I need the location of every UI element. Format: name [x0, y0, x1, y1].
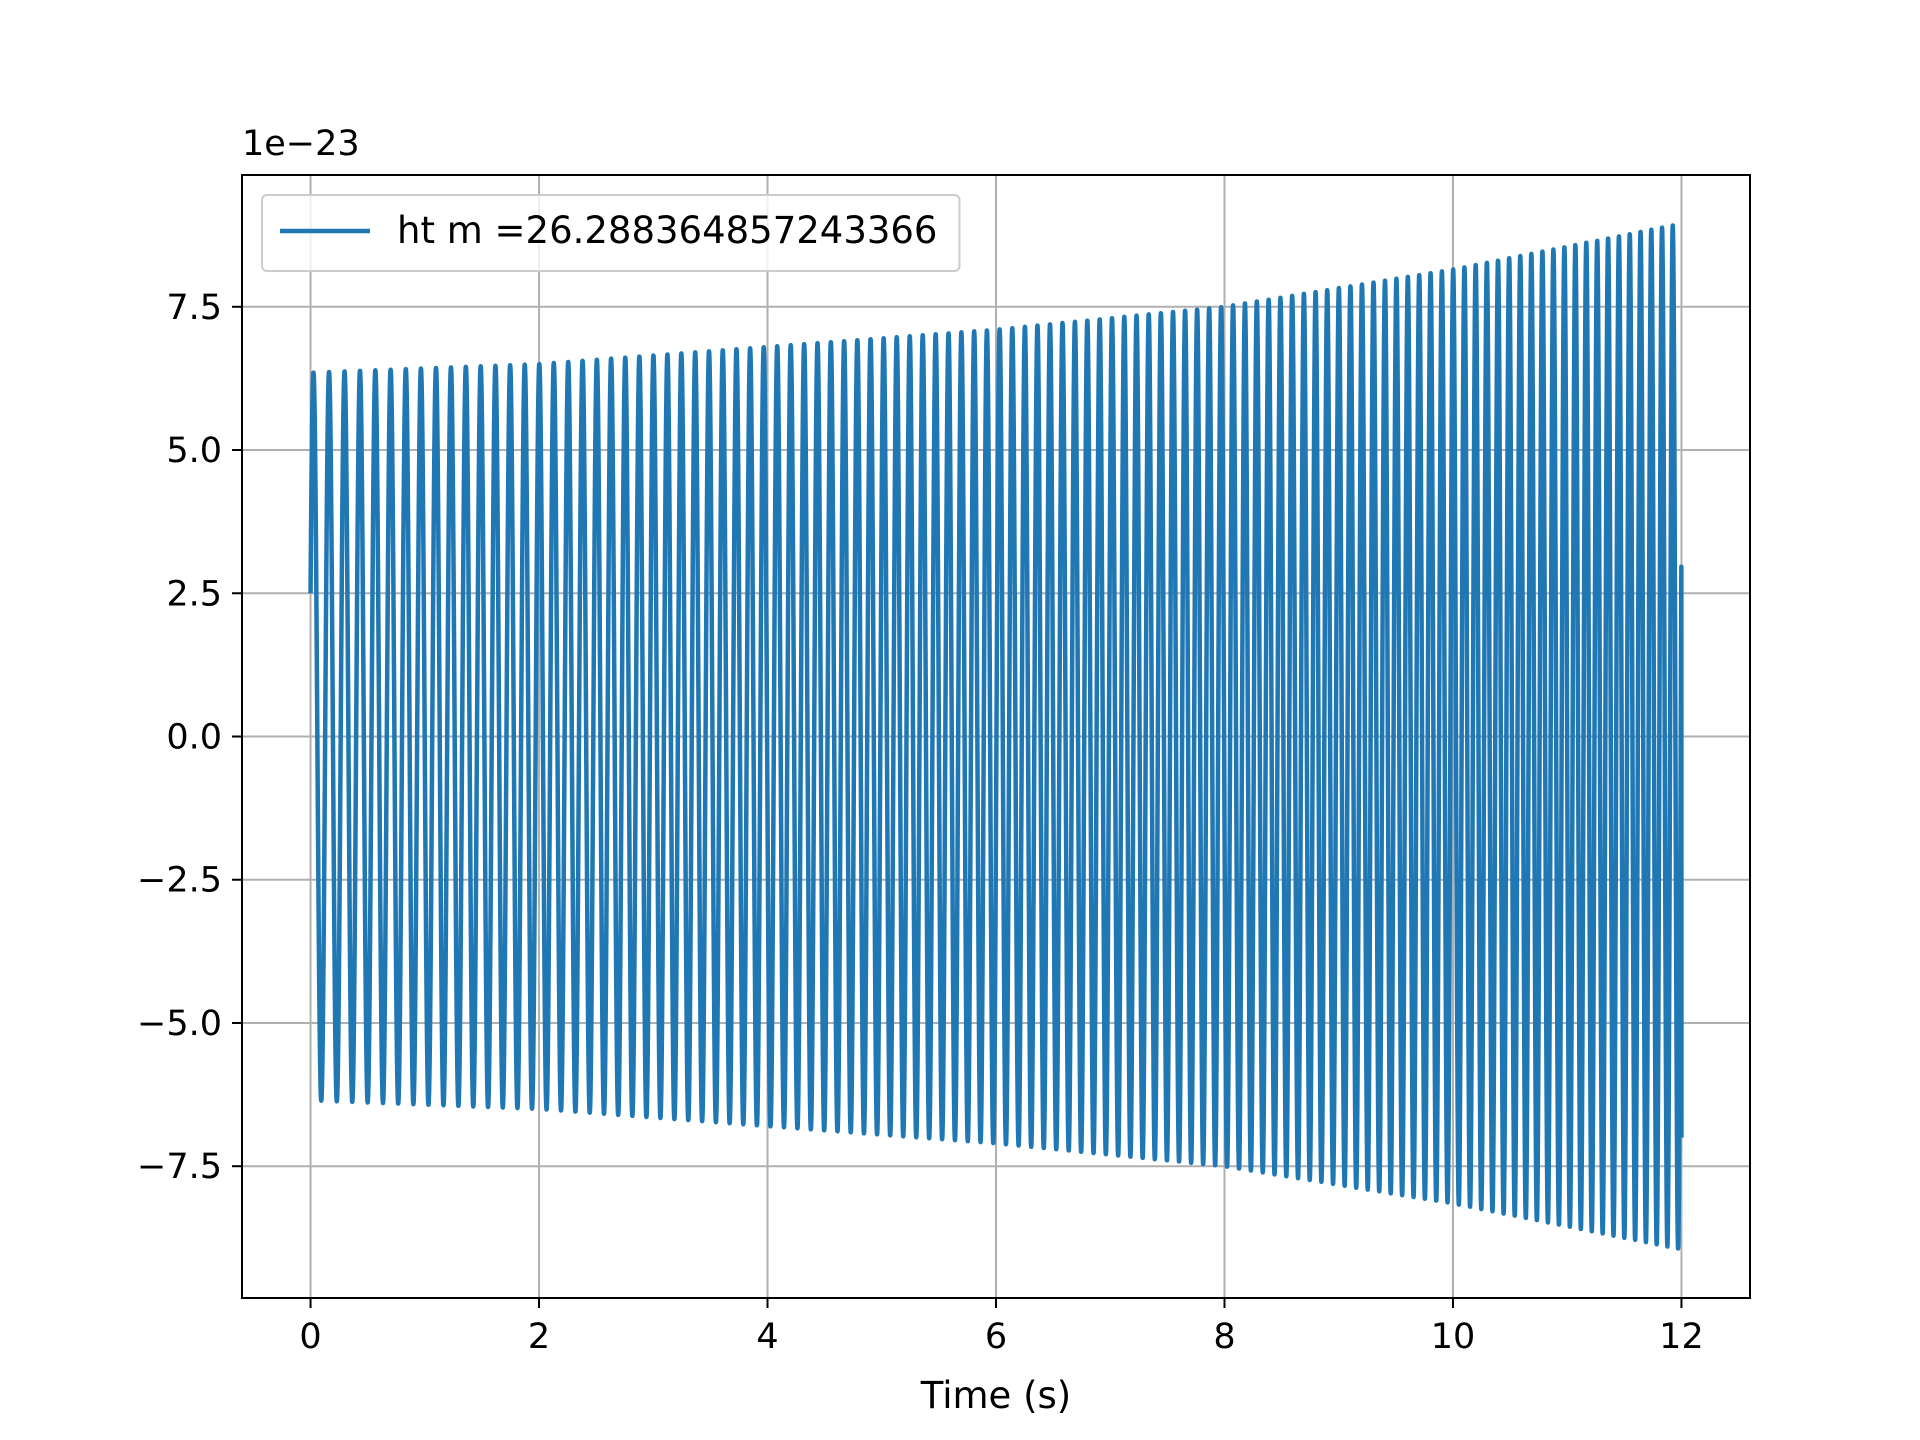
- x-tick-label: 10: [1431, 1317, 1476, 1357]
- x-tick-label: 8: [1213, 1317, 1235, 1357]
- y-tick-label: 7.5: [166, 288, 222, 328]
- x-tick-label: 2: [528, 1317, 550, 1357]
- y-axis-offset-label: 1e−23: [242, 124, 360, 164]
- ticks: 0 2 4 6 8 10 12 7.5 5.0 2.5 0.0 −2.5 −5.0 −7.5: [137, 288, 1704, 1357]
- x-tick-label: 0: [299, 1317, 321, 1357]
- legend: ht m =26.288364857243366: [261, 194, 961, 272]
- legend-box: [261, 194, 961, 272]
- plot-area: [308, 223, 1684, 1251]
- x-tick-label: 6: [985, 1317, 1007, 1357]
- y-tick-label: 5.0: [166, 431, 222, 471]
- x-tick-label: 12: [1659, 1317, 1704, 1357]
- x-tick-label: 4: [756, 1317, 778, 1357]
- y-tick-label: 0.0: [166, 718, 222, 758]
- y-tick-label: −2.5: [137, 861, 222, 901]
- y-tick-label: −5.0: [137, 1004, 222, 1044]
- x-axis-label: Time (s): [920, 1374, 1071, 1417]
- y-tick-label: 2.5: [166, 574, 222, 614]
- legend-label: ht m =26.288364857243366: [397, 209, 937, 252]
- series-line: [308, 223, 1684, 1251]
- y-tick-label: −7.5: [137, 1147, 222, 1187]
